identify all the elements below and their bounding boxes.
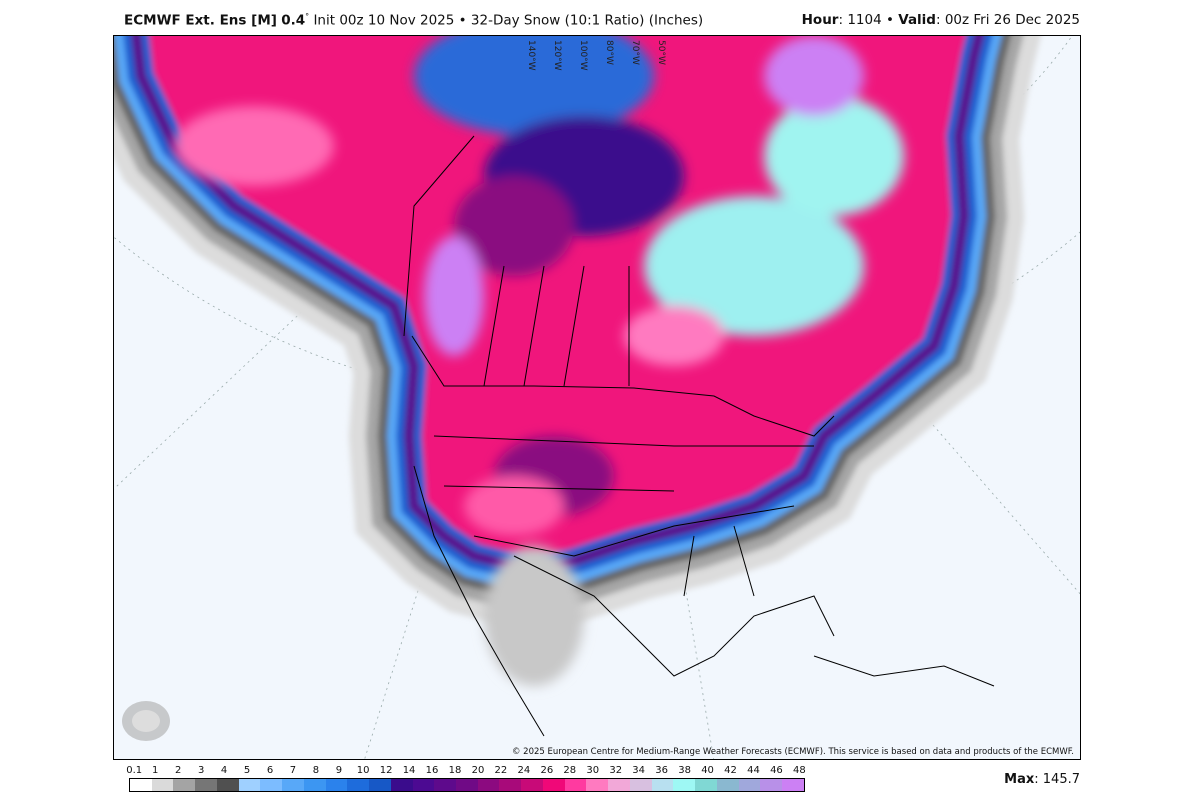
legend-swatch <box>195 779 217 791</box>
legend-label: 32 <box>609 765 623 776</box>
legend-label: 12 <box>379 765 393 776</box>
longitude-label: 50°W <box>656 40 666 65</box>
longitude-labels: 140°W 120°W 100°W 80°W 70°W 50°W <box>526 40 666 71</box>
legend-label: 26 <box>540 765 554 776</box>
hour-label: Hour <box>801 12 839 28</box>
legend-swatch <box>477 779 500 791</box>
legend-swatch <box>216 779 239 791</box>
legend-label: 36 <box>655 765 669 776</box>
legend-label: 5 <box>243 765 251 776</box>
legend-label: 0.1 <box>126 765 143 776</box>
legend-label: 46 <box>770 765 783 776</box>
max-label: Max <box>1004 772 1035 787</box>
legend-label: 24 <box>517 765 531 776</box>
longitude-label: 100°W <box>578 40 588 71</box>
legend-swatch <box>629 779 652 791</box>
legend-labels: 0.1 1 2 3 4 5 6 7 8 9 10 12 14 16 18 20 22 24 26 28 30 32 34 36… <box>126 765 806 777</box>
longitude-label: 80°W <box>604 40 614 65</box>
separator: • <box>458 12 467 29</box>
legend-swatch <box>782 779 804 791</box>
longitude-label: 70°W <box>630 40 640 65</box>
legend-swatch <box>347 779 370 791</box>
product-name: 32-Day Snow (10:1 Ratio) (Inches) <box>470 12 704 29</box>
legend-label: 34 <box>632 765 646 776</box>
legend-label: 18 <box>448 765 462 776</box>
legend-label: 48 <box>793 765 806 776</box>
longitude-label: 140°W <box>526 40 536 71</box>
legend-swatch <box>542 779 565 791</box>
legend-swatch <box>369 779 391 791</box>
legend-label: 6 <box>266 765 274 776</box>
valid-label: Valid <box>898 12 936 28</box>
legend-label: 14 <box>402 765 416 776</box>
legend-label: 1 <box>152 765 159 776</box>
legend-swatch <box>151 779 174 791</box>
snowfall-field: 140°W 120°W 100°W 80°W 70°W 50°W <box>114 36 1080 759</box>
resolution: 0.4 <box>281 12 306 29</box>
valid-time-header: Hour: 1104 • Valid: 00z Fri 26 Dec 2025 <box>801 12 1080 28</box>
legend-label: 38 <box>678 765 691 776</box>
legend-swatch <box>260 779 283 791</box>
separator: • <box>885 12 894 28</box>
legend-label: 44 <box>747 765 760 776</box>
legend-swatch <box>586 779 609 791</box>
legend-label: 7 <box>289 765 297 776</box>
legend-label: 4 <box>220 765 228 776</box>
legend-label: 40 <box>701 765 714 776</box>
legend-swatch <box>325 779 348 791</box>
legend-swatch <box>434 779 457 791</box>
legend-swatch <box>390 779 413 791</box>
legend-label: 2 <box>174 765 182 776</box>
legend-swatch <box>564 779 587 791</box>
snow-detail <box>174 36 904 686</box>
copyright-notice: © 2025 European Centre for Medium-Range … <box>511 747 1074 757</box>
snowfall-map[interactable]: 140°W 120°W 100°W 80°W 70°W 50°W © 2025 … <box>113 35 1081 760</box>
legend-swatch <box>673 779 696 791</box>
max-number: 145.7 <box>1042 772 1080 787</box>
degree-sign: ° <box>305 12 310 21</box>
init-time: Init 00z 10 Nov 2025 <box>313 12 455 29</box>
legend-label: 3 <box>197 765 205 776</box>
legend-swatch <box>173 779 196 791</box>
legend-label: 30 <box>586 765 600 776</box>
legend-swatch <box>456 779 478 791</box>
legend-swatch <box>238 779 261 791</box>
legend-swatch <box>695 779 717 791</box>
legend-label: 8 <box>312 765 320 776</box>
legend-swatch <box>651 779 674 791</box>
model-name: ECMWF Ext. Ens [M] <box>124 12 277 29</box>
legend-swatch <box>282 779 304 791</box>
max-value: Max: 145.7 <box>1004 772 1080 787</box>
legend-label: 16 <box>425 765 439 776</box>
legend-label: 10 <box>356 765 370 776</box>
map-title: ECMWF Ext. Ens [M] 0.4° Init 00z 10 Nov … <box>124 12 703 29</box>
legend-swatch <box>521 779 543 791</box>
legend-swatch <box>303 779 326 791</box>
forecast-hour: 1104 <box>847 12 882 28</box>
legend-swatch <box>738 779 761 791</box>
valid-time: 00z Fri 26 Dec 2025 <box>944 12 1080 28</box>
legend-swatch <box>760 779 783 791</box>
legend-label: 28 <box>563 765 577 776</box>
legend-label: 42 <box>724 765 737 776</box>
legend-swatch <box>130 779 152 791</box>
legend-swatch <box>412 779 435 791</box>
legend-label: 22 <box>494 765 508 776</box>
weatherbell-logo <box>122 701 170 741</box>
longitude-label: 120°W <box>552 40 562 71</box>
legend-label: 9 <box>335 765 343 776</box>
color-scale-legend <box>129 778 805 792</box>
legend-swatch <box>716 779 739 791</box>
political-boundaries <box>403 135 995 737</box>
legend-swatch <box>608 779 630 791</box>
legend-swatch <box>499 779 522 791</box>
legend-label: 20 <box>471 765 485 776</box>
